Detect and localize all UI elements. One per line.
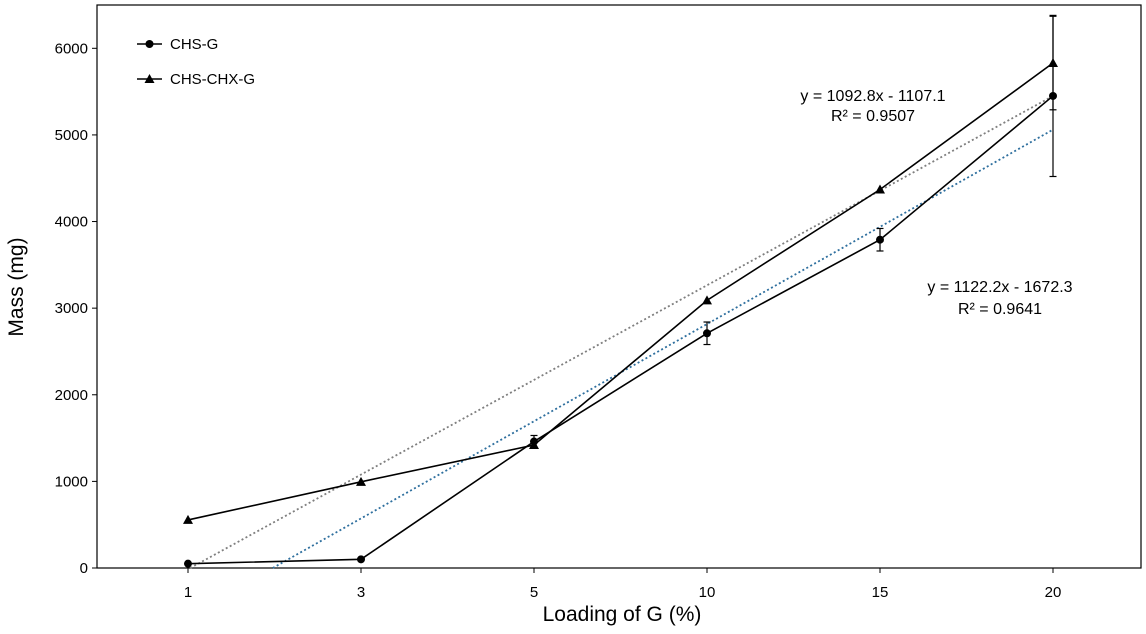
x-tick-label-5: 5 <box>530 584 538 601</box>
legend-item-chs-g: CHS-G <box>137 36 218 53</box>
legend-label-chs-chx-g: CHS-CHX-G <box>170 71 255 88</box>
y-tick-label-4000: 4000 <box>55 214 88 231</box>
data-point-chs-chx-g-1 <box>183 514 193 524</box>
series-chs-chx-g <box>183 15 1058 524</box>
y-axis-title: Mass (mg) <box>5 237 28 336</box>
series-line-chs-g <box>187 95 1054 565</box>
data-point-chs-chx-g-15 <box>875 184 885 194</box>
data-point-chs-g-1 <box>184 559 192 568</box>
trendline-equation-chs-g: y = 1122.2x - 1672.3 <box>927 279 1072 296</box>
trendline-annotation-chs-g: y = 1122.2x - 1672.3 R² = 0.9641 <box>927 279 1072 318</box>
data-point-chs-g-3 <box>357 555 365 564</box>
y-tick-label-0: 0 <box>80 560 88 577</box>
data-point-chs-chx-g-3 <box>356 476 366 486</box>
x-tick-label-20: 20 <box>1045 584 1062 601</box>
trendline-r2-chs-g: R² = 0.9641 <box>958 301 1042 318</box>
x-tick-label-1: 1 <box>184 584 192 601</box>
x-axis: 1 3 5 10 15 20 <box>184 568 1062 601</box>
x-axis-title: Loading of G (%) <box>543 603 702 626</box>
data-point-chs-g-10 <box>703 329 711 338</box>
x-tick-label-10: 10 <box>699 584 716 601</box>
trendline-annotation-chs-chx-g: y = 1092.8x - 1107.1 R² = 0.9507 <box>800 88 945 125</box>
legend-label-chs-g: CHS-G <box>170 36 218 53</box>
legend-marker-chs-chx-g <box>144 74 155 83</box>
data-point-chs-chx-g-10 <box>702 295 712 305</box>
legend: CHS-G CHS-CHX-G <box>137 36 255 88</box>
trendline-chs-chx-g <box>189 95 1054 569</box>
y-tick-label-3000: 3000 <box>55 300 88 317</box>
series-layer <box>183 14 1058 568</box>
series-line-chs-chx-g <box>187 62 1054 521</box>
plot-area-frame <box>96 4 1142 569</box>
trendline-equation-chs-chx-g: y = 1092.8x - 1107.1 <box>800 88 945 105</box>
data-point-chs-chx-g-20 <box>1048 58 1058 68</box>
data-point-chs-g-15 <box>876 235 884 244</box>
legend-marker-chs-g <box>145 40 154 48</box>
x-tick-label-3: 3 <box>357 584 365 601</box>
y-tick-label-1000: 1000 <box>55 473 88 490</box>
y-tick-label-2000: 2000 <box>55 387 88 404</box>
legend-item-chs-chx-g: CHS-CHX-G <box>137 71 255 88</box>
y-tick-label-5000: 5000 <box>55 127 88 144</box>
trendlines <box>189 95 1054 569</box>
trendline-chs-g <box>272 128 1054 569</box>
x-tick-label-15: 15 <box>872 584 889 601</box>
trendline-r2-chs-chx-g: R² = 0.9507 <box>831 108 915 125</box>
y-tick-label-6000: 6000 <box>55 40 88 57</box>
data-point-chs-chx-g-5 <box>529 440 539 450</box>
y-axis: 0 1000 2000 3000 4000 5000 6000 <box>55 40 97 577</box>
